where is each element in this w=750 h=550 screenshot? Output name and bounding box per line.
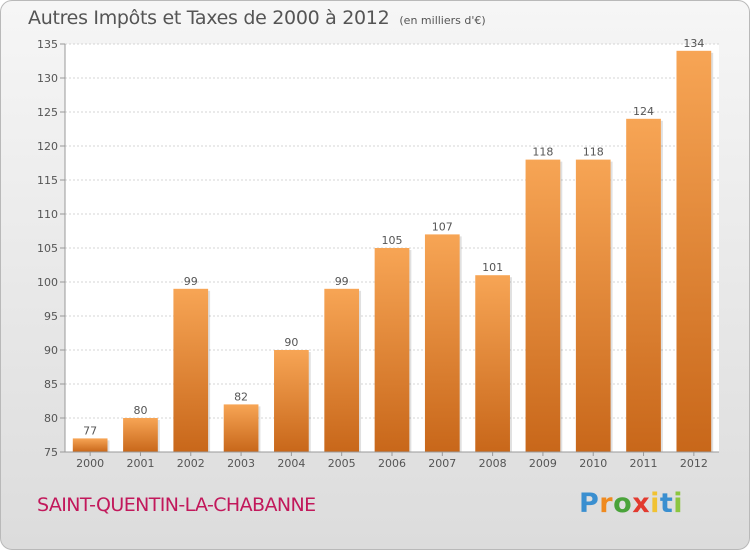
data-label: 77 (83, 424, 97, 437)
bar-2006 (374, 248, 410, 452)
x-tick-label: 2010 (579, 457, 607, 470)
logo-letter: P (579, 488, 600, 519)
logo-letter: i (650, 488, 660, 519)
bar-2004 (274, 350, 309, 452)
y-tick-label: 135 (37, 38, 58, 51)
bar-2000 (72, 438, 108, 452)
x-tick-label: 2001 (126, 457, 154, 470)
y-tick-label: 120 (37, 140, 58, 153)
y-tick-label: 75 (44, 446, 58, 459)
chart-title: Autres Impôts et Taxes de 2000 à 2012 (28, 7, 390, 29)
y-tick-label: 130 (37, 72, 58, 85)
x-tick-label: 2002 (177, 457, 205, 470)
y-tick-label: 125 (37, 106, 58, 119)
data-label: 107 (432, 220, 453, 233)
data-label: 82 (234, 390, 248, 403)
logo-letter: i (673, 488, 684, 519)
x-tick-label: 2000 (76, 457, 104, 470)
y-tick-label: 80 (44, 412, 58, 425)
y-tick-label: 85 (44, 378, 58, 391)
y-tick-label: 110 (37, 208, 58, 221)
y-tick-label: 100 (37, 276, 58, 289)
x-tick-label: 2007 (428, 457, 456, 470)
bar-2010 (575, 159, 611, 452)
bar-2003 (223, 404, 259, 452)
logo-letter: o (613, 488, 633, 519)
y-tick-label: 90 (44, 344, 58, 357)
bar-2002 (173, 288, 209, 452)
x-tick-label: 2005 (328, 457, 356, 470)
x-tick-label: 2004 (277, 457, 305, 470)
logo-letter: t (659, 488, 674, 519)
data-label: 80 (133, 404, 147, 417)
x-tick-label: 2011 (630, 457, 658, 470)
y-tick-label: 105 (37, 242, 58, 255)
data-label: 124 (633, 105, 654, 118)
data-label: 101 (482, 261, 503, 274)
data-label: 118 (583, 146, 604, 159)
data-label: 105 (382, 234, 403, 247)
x-tick-label: 2009 (529, 457, 557, 470)
data-label: 134 (683, 37, 704, 50)
logo-letter: r (599, 488, 614, 519)
data-label: 99 (184, 275, 198, 288)
x-tick-label: 2003 (227, 457, 255, 470)
y-tick-label: 95 (44, 310, 58, 323)
data-label: 99 (335, 275, 349, 288)
proxiti-logo: Proxiti (579, 488, 683, 519)
x-tick-label: 2008 (479, 457, 507, 470)
location-label: SAINT-QUENTIN-LA-CHABANNE (37, 494, 316, 516)
data-label: 118 (532, 146, 553, 159)
title-line: Autres Impôts et Taxes de 2000 à 2012 (en… (28, 7, 486, 29)
bar-2008 (475, 275, 510, 452)
bar-2001 (123, 418, 158, 452)
bar-2009 (525, 159, 561, 452)
data-label: 90 (284, 336, 298, 349)
bar-2011 (626, 118, 661, 453)
y-tick-label: 115 (37, 174, 58, 187)
chart-subtitle: (en milliers d'€) (399, 14, 486, 27)
bar-2005 (324, 288, 360, 452)
x-tick-label: 2012 (680, 457, 708, 470)
logo-letter: x (632, 488, 651, 519)
bar-2012 (676, 50, 712, 453)
bar-2007 (424, 234, 460, 452)
x-tick-label: 2006 (378, 457, 406, 470)
